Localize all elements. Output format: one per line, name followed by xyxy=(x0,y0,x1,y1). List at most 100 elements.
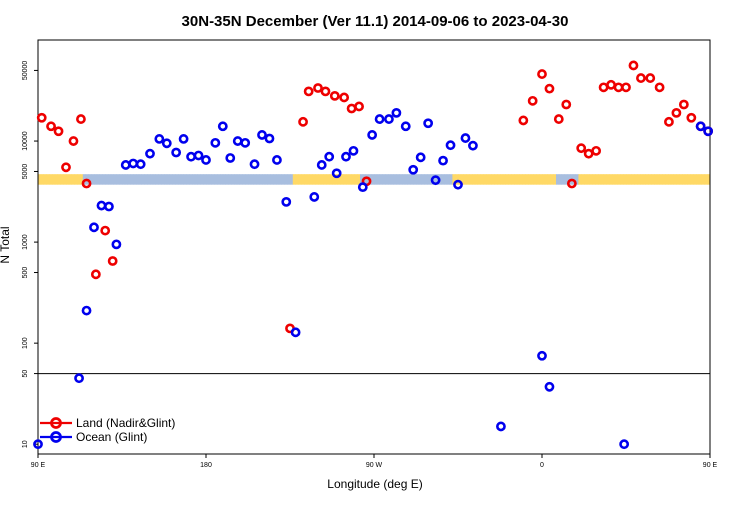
band-segment xyxy=(614,174,618,185)
band-segment xyxy=(385,174,389,185)
land-point xyxy=(664,116,674,127)
band-segment xyxy=(329,174,333,185)
band-segment xyxy=(346,174,350,185)
land-point xyxy=(518,115,529,126)
band-segment xyxy=(519,174,523,185)
band-segment xyxy=(77,174,81,185)
band-segment xyxy=(99,174,103,185)
band-segment xyxy=(449,174,453,185)
ocean-point xyxy=(128,158,139,169)
band-segment xyxy=(670,174,674,185)
chart-title: 30N-35N December (Ver 11.1) 2014-09-06 t… xyxy=(182,13,569,30)
ocean-point xyxy=(81,305,92,316)
band-segment xyxy=(94,174,98,185)
band-segment xyxy=(71,174,75,185)
band-segment xyxy=(687,174,691,185)
ocean-point xyxy=(171,147,182,158)
band-segment xyxy=(278,174,282,185)
band-segment xyxy=(130,174,134,185)
band-segment xyxy=(222,174,226,185)
ocean-point xyxy=(281,196,292,207)
band-segment xyxy=(494,174,498,185)
land-point xyxy=(354,101,364,112)
land-point xyxy=(100,225,111,236)
band-segment xyxy=(206,174,210,185)
band-segment xyxy=(242,174,246,185)
band-segment xyxy=(354,174,358,185)
land-point xyxy=(613,82,624,93)
ocean-point xyxy=(104,201,114,212)
band-segment xyxy=(315,174,319,185)
x-tick-label: 90 E xyxy=(703,462,718,469)
band-segment xyxy=(693,174,697,185)
band-segment xyxy=(264,174,268,185)
band-segment xyxy=(133,174,137,185)
x-tick-label: 180 xyxy=(200,462,212,469)
ocean-point xyxy=(367,130,378,140)
band-segment xyxy=(435,174,439,185)
band-segment xyxy=(393,174,397,185)
band-segment xyxy=(306,174,310,185)
band-segment xyxy=(259,174,263,185)
band-segment xyxy=(102,174,106,185)
band-segment xyxy=(253,174,257,185)
band-segment xyxy=(606,174,610,185)
band-segment xyxy=(396,174,400,185)
band-segment xyxy=(248,174,252,185)
ocean-point xyxy=(249,159,260,170)
land-point xyxy=(68,136,79,146)
land-point xyxy=(320,86,331,97)
band-segment xyxy=(108,174,112,185)
ocean-point xyxy=(161,138,172,149)
band-segment xyxy=(245,174,249,185)
ocean-point xyxy=(496,421,506,432)
band-segment xyxy=(348,174,352,185)
band-segment xyxy=(211,174,215,185)
coverage-band xyxy=(38,174,711,185)
band-segment xyxy=(514,174,518,185)
band-segment xyxy=(292,174,296,185)
band-segment xyxy=(231,174,235,185)
band-segment xyxy=(290,174,294,185)
band-segment xyxy=(382,174,386,185)
band-segment xyxy=(626,174,630,185)
band-segment xyxy=(533,174,537,185)
band-segment xyxy=(598,174,602,185)
band-segment xyxy=(584,174,588,185)
y-axis-ticks: 10 50 100 500 1000 5000 10000 50000 xyxy=(22,61,38,448)
band-segment xyxy=(698,174,702,185)
ocean-point xyxy=(186,151,196,162)
band-segment xyxy=(46,174,50,185)
land-point xyxy=(90,269,101,280)
band-segment xyxy=(43,174,47,185)
land-point xyxy=(561,99,572,110)
ocean-point xyxy=(240,137,251,148)
band-segment xyxy=(642,174,646,185)
band-segment xyxy=(371,174,375,185)
band-segment xyxy=(141,174,145,185)
band-segment xyxy=(662,174,666,185)
band-segment xyxy=(656,174,660,185)
band-segment xyxy=(628,174,632,185)
band-segment xyxy=(634,174,638,185)
ocean-point xyxy=(324,151,335,162)
band-segment xyxy=(38,174,42,185)
ocean-point xyxy=(430,175,441,186)
band-segment xyxy=(558,174,562,185)
band-segment xyxy=(298,174,302,185)
band-segment xyxy=(194,174,198,185)
band-segment xyxy=(472,174,476,185)
ocean-point xyxy=(703,126,714,137)
band-segment xyxy=(586,174,590,185)
ocean-point xyxy=(264,133,275,144)
band-segment xyxy=(309,174,313,185)
band-segment xyxy=(427,174,431,185)
y-tick-label: 50 xyxy=(22,370,29,378)
land-point xyxy=(527,95,538,106)
band-segment xyxy=(228,174,232,185)
ocean-point xyxy=(309,192,320,202)
ocean-point xyxy=(374,114,385,124)
band-segment xyxy=(612,174,616,185)
band-segment xyxy=(152,174,156,185)
band-segment xyxy=(379,174,383,185)
